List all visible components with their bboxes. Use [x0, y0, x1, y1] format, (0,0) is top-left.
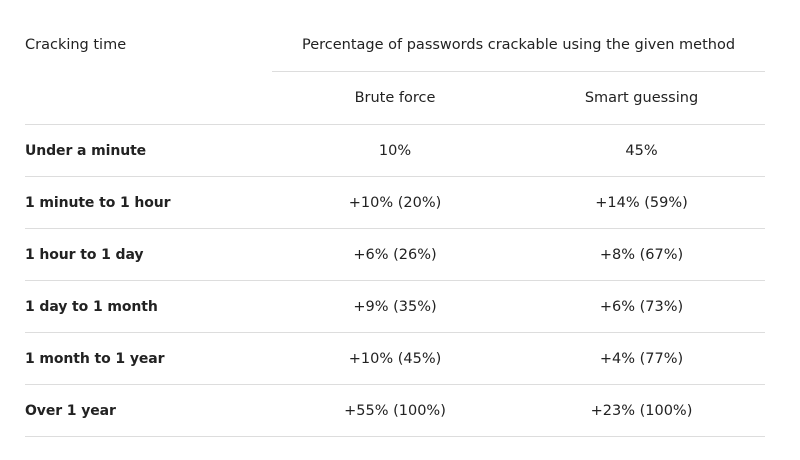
table-row: Under a minute 10% 45% [25, 125, 765, 177]
table-row: 1 month to 1 year +10% (45%) +4% (77%) [25, 333, 765, 385]
smart-guessing-value: +8% (67%) [599, 246, 684, 263]
smart-guessing-value: +6% (73%) [599, 298, 684, 315]
cracking-time-header: Cracking time [25, 37, 127, 53]
row-label: Under a minute [25, 142, 147, 159]
group-header-divider [272, 71, 765, 72]
brute-force-value: +10% (45%) [348, 350, 442, 367]
table-row: 1 day to 1 month +9% (35%) +6% (73%) [25, 281, 765, 333]
table-header-columns-row: Brute force Smart guessing [25, 72, 765, 125]
row-label: 1 month to 1 year [25, 350, 165, 367]
table-row: Over 1 year +55% (100%) +23% (100%) [25, 385, 765, 437]
row-label: Over 1 year [25, 402, 116, 419]
brute-force-value: 10% [378, 142, 412, 159]
smart-guessing-value: +4% (77%) [599, 350, 684, 367]
cracking-time-table: Cracking time Percentage of passwords cr… [25, 0, 765, 437]
row-label: 1 hour to 1 day [25, 246, 144, 263]
smart-guessing-value: 45% [625, 142, 658, 159]
brute-force-header: Brute force [354, 90, 436, 106]
method-group-header: Percentage of passwords crackable using … [301, 37, 736, 53]
brute-force-value: +55% (100%) [344, 402, 446, 419]
row-label: 1 minute to 1 hour [25, 194, 171, 211]
smart-guessing-value: +14% (59%) [595, 194, 688, 211]
brute-force-value: +9% (35%) [353, 298, 437, 315]
brute-force-value: +10% (20%) [348, 194, 442, 211]
row-label: 1 day to 1 month [25, 298, 158, 315]
brute-force-value: +6% (26%) [353, 246, 437, 263]
table-header-group-row: Cracking time Percentage of passwords cr… [25, 0, 765, 72]
smart-guessing-value: +23% (100%) [590, 402, 693, 419]
table-row: 1 minute to 1 hour +10% (20%) +14% (59%) [25, 177, 765, 229]
smart-guessing-header: Smart guessing [584, 90, 699, 106]
table-row: 1 hour to 1 day +6% (26%) +8% (67%) [25, 229, 765, 281]
